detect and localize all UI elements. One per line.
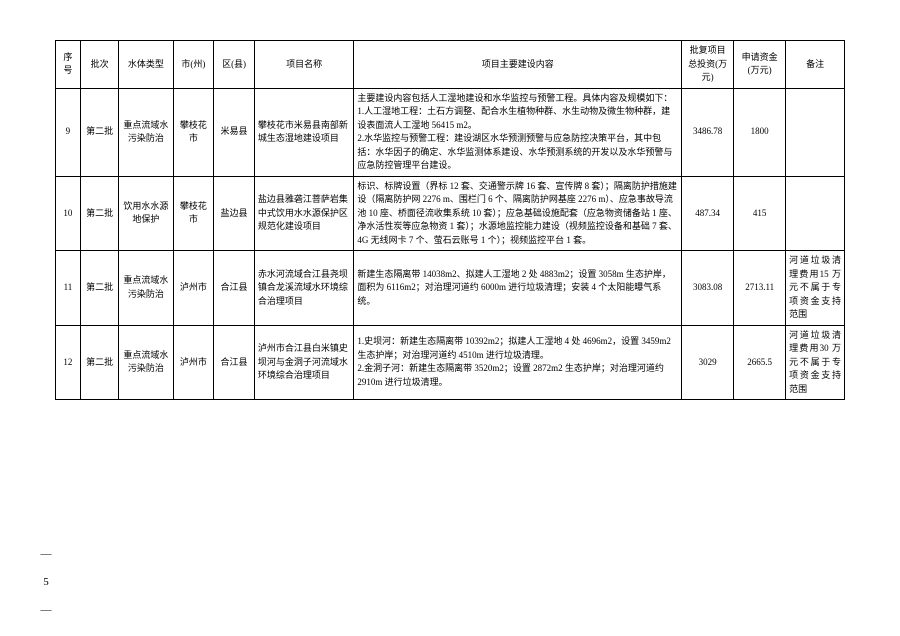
cell-batch: 第二批: [80, 325, 118, 400]
table-body: 9 第二批 重点流域水污染防治 攀枝花市 米易县 攀枝花市米易县南部新城生态湿地…: [56, 88, 845, 400]
cell-content: 标识、标牌设置（界标 12 套、交通警示牌 16 套、宣传牌 8 套）；隔离防护…: [354, 176, 682, 251]
cell-city: 泸州市: [173, 325, 214, 400]
header-county: 区(县): [214, 41, 255, 89]
cell-remark: 河道垃圾清理费用30 万元不属于专项资金支持范围: [786, 325, 845, 400]
header-batch: 批次: [80, 41, 118, 89]
table-row: 10 第二批 饮用水水源地保护 攀枝花市 盐边县 盐边县雅砻江菩萨岩集中式饮用水…: [56, 176, 845, 251]
cell-fund: 2713.11: [734, 251, 786, 326]
header-projectname: 项目名称: [254, 41, 353, 89]
cell-batch: 第二批: [80, 88, 118, 176]
table-row: 11 第二批 重点流域水污染防治 泸州市 合江县 赤水河流域合江县尧坝镇合龙溪流…: [56, 251, 845, 326]
header-watertype: 水体类型: [119, 41, 173, 89]
cell-investment: 3083.08: [682, 251, 734, 326]
cell-city: 攀枝花市: [173, 88, 214, 176]
cell-watertype: 重点流域水污染防治: [119, 88, 173, 176]
cell-watertype: 重点流域水污染防治: [119, 325, 173, 400]
cell-batch: 第二批: [80, 176, 118, 251]
header-remark: 备注: [786, 41, 845, 89]
header-seq: 序号: [56, 41, 81, 89]
cell-seq: 11: [56, 251, 81, 326]
cell-projectname: 攀枝花市米易县南部新城生态湿地建设项目: [254, 88, 353, 176]
header-city: 市(州): [173, 41, 214, 89]
cell-seq: 10: [56, 176, 81, 251]
cell-county: 米易县: [214, 88, 255, 176]
cell-content: 新建生态隔离带 14038m2、拟建人工湿地 2 处 4883m2；设置 305…: [354, 251, 682, 326]
cell-fund: 2665.5: [734, 325, 786, 400]
cell-county: 合江县: [214, 251, 255, 326]
cell-seq: 9: [56, 88, 81, 176]
cell-projectname: 泸州市合江县白米镇史坝河与金洞子河流域水环境综合治理项目: [254, 325, 353, 400]
cell-watertype: 饮用水水源地保护: [119, 176, 173, 251]
cell-city: 攀枝花市: [173, 176, 214, 251]
cell-investment: 3029: [682, 325, 734, 400]
cell-seq: 12: [56, 325, 81, 400]
cell-projectname: 盐边县雅砻江菩萨岩集中式饮用水水源保护区规范化建设项目: [254, 176, 353, 251]
header-content: 项目主要建设内容: [354, 41, 682, 89]
cell-county: 盐边县: [214, 176, 255, 251]
header-fund: 申请资金(万元): [734, 41, 786, 89]
cell-county: 合江县: [214, 325, 255, 400]
cell-projectname: 赤水河流域合江县尧坝镇合龙溪流域水环境综合治理项目: [254, 251, 353, 326]
cell-remark: [786, 176, 845, 251]
cell-investment: 3486.78: [682, 88, 734, 176]
cell-fund: 415: [734, 176, 786, 251]
cell-content: 1.史坝河：新建生态隔离带 10392m2；拟建人工湿地 4 处 4696m2，…: [354, 325, 682, 400]
document-page: 序号 批次 水体类型 市(州) 区(县) 项目名称 项目主要建设内容 批复项目总…: [0, 0, 900, 420]
cell-batch: 第二批: [80, 251, 118, 326]
cell-investment: 487.34: [682, 176, 734, 251]
cell-content: 主要建设内容包括人工湿地建设和水华监控与预警工程。具体内容及规模如下： 1.人工…: [354, 88, 682, 176]
cell-city: 泸州市: [173, 251, 214, 326]
cell-remark: [786, 88, 845, 176]
cell-watertype: 重点流域水污染防治: [119, 251, 173, 326]
table-row: 12 第二批 重点流域水污染防治 泸州市 合江县 泸州市合江县白米镇史坝河与金洞…: [56, 325, 845, 400]
cell-remark: 河道垃圾清理费用15 万元不属于专项资金支持范围: [786, 251, 845, 326]
header-investment: 批复项目总投资(万元): [682, 41, 734, 89]
project-table: 序号 批次 水体类型 市(州) 区(县) 项目名称 项目主要建设内容 批复项目总…: [55, 40, 845, 400]
table-header-row: 序号 批次 水体类型 市(州) 区(县) 项目名称 项目主要建设内容 批复项目总…: [56, 41, 845, 89]
cell-fund: 1800: [734, 88, 786, 176]
page-number: — 5 —: [40, 548, 52, 618]
table-row: 9 第二批 重点流域水污染防治 攀枝花市 米易县 攀枝花市米易县南部新城生态湿地…: [56, 88, 845, 176]
